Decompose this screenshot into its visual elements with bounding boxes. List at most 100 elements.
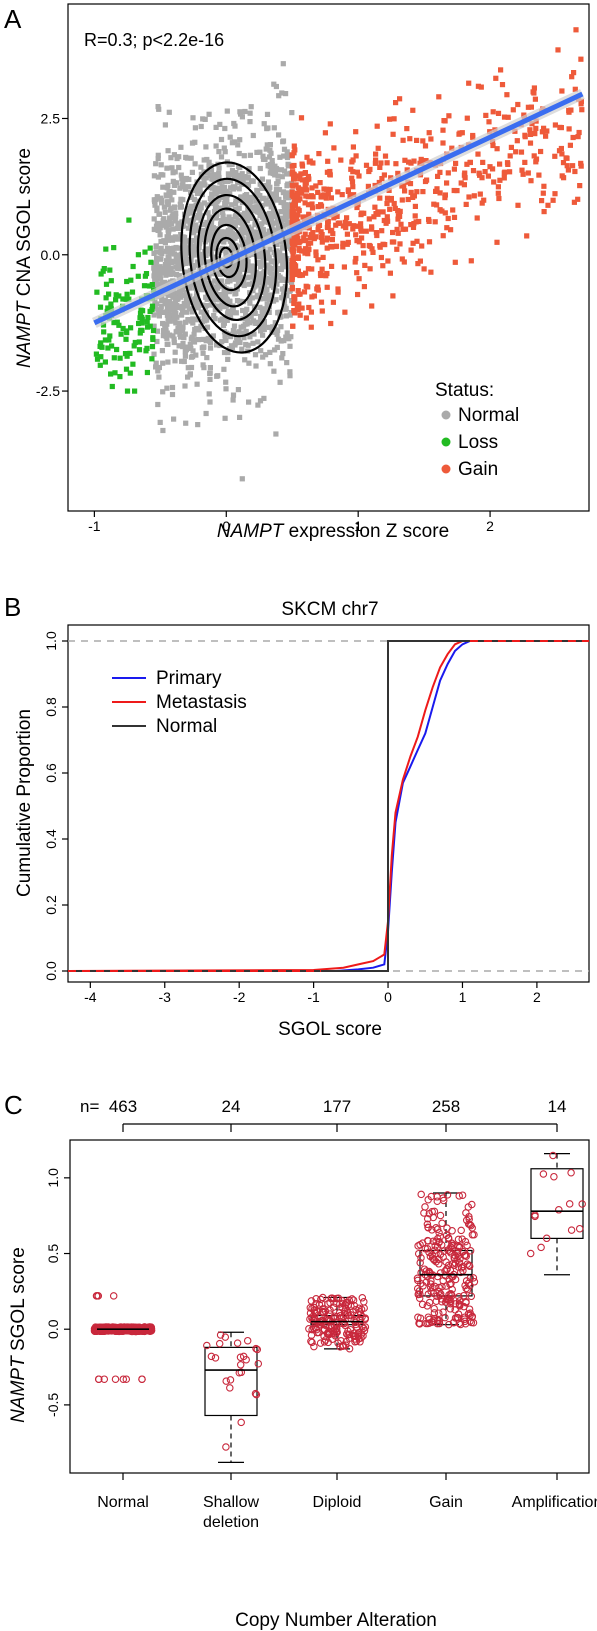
scatter-point — [299, 177, 305, 183]
scatter-point — [347, 193, 353, 199]
scatter-point — [215, 285, 221, 291]
scatter-point — [232, 123, 238, 129]
scatter-point — [295, 212, 301, 218]
scatter-point — [495, 184, 501, 190]
scatter-point — [178, 172, 184, 178]
scatter-point — [297, 186, 303, 192]
x-tick-label: -2 — [233, 989, 246, 1005]
scatter-point — [165, 359, 171, 365]
scatter-point — [521, 112, 527, 118]
scatter-point — [522, 159, 528, 165]
scatter-point — [149, 303, 156, 309]
scatter-point — [290, 248, 296, 254]
scatter-point — [156, 374, 162, 380]
scatter-point — [353, 153, 359, 159]
scatter-point — [501, 175, 507, 181]
scatter-point — [206, 111, 212, 117]
scatter-point — [303, 193, 309, 199]
scatter-point — [313, 249, 319, 255]
scatter-point — [144, 319, 150, 325]
scatter-point — [568, 107, 574, 113]
scatter-point — [531, 153, 537, 159]
scatter-point — [223, 386, 229, 392]
jitter-point — [442, 1258, 450, 1266]
scatter-point — [464, 115, 470, 121]
scatter-point — [256, 280, 262, 286]
scatter-point — [247, 152, 253, 158]
scatter-point — [285, 181, 291, 187]
scatter-point — [178, 144, 184, 150]
scatter-point — [191, 331, 197, 337]
jitter-point — [549, 1151, 557, 1160]
scatter-point — [135, 252, 141, 258]
scatter-point — [233, 310, 239, 316]
scatter-point — [172, 294, 178, 300]
scatter-point — [153, 244, 159, 250]
scatter-point — [353, 129, 359, 135]
scatter-point — [163, 272, 169, 278]
scatter-point — [190, 227, 196, 233]
scatter-point — [170, 301, 176, 307]
scatter-point — [180, 286, 186, 292]
scatter-point — [463, 201, 469, 207]
jitter-point — [111, 1375, 120, 1383]
scatter-point — [181, 223, 187, 229]
scatter-point — [578, 160, 584, 166]
jitter-point — [433, 1292, 441, 1300]
jitter-point — [211, 1354, 220, 1362]
scatter-point — [168, 259, 174, 265]
scatter-point — [345, 188, 351, 194]
scatter-point — [398, 221, 404, 227]
scatter-point — [318, 234, 325, 240]
scatter-point — [193, 325, 199, 332]
scatter-point — [570, 134, 576, 141]
scatter-point — [265, 250, 271, 256]
scatter-point — [296, 245, 302, 251]
scatter-point — [197, 283, 203, 290]
scatter-point — [203, 410, 209, 417]
scatter-point — [286, 274, 292, 280]
scatter-point — [271, 206, 277, 212]
scatter-point — [188, 194, 194, 200]
category-label: deletion — [203, 1514, 259, 1531]
scatter-point — [246, 399, 252, 405]
scatter-point — [371, 214, 377, 220]
scatter-point — [136, 339, 142, 345]
scatter-point — [269, 224, 275, 230]
scatter-point — [238, 324, 244, 330]
scatter-point — [232, 276, 238, 282]
scatter-point — [306, 304, 312, 311]
scatter-point — [434, 202, 440, 208]
scatter-point — [196, 202, 202, 208]
jitter-point — [328, 1329, 336, 1338]
scatter-point — [218, 136, 225, 143]
jitter-point — [445, 1320, 453, 1329]
scatter-point — [180, 308, 186, 314]
scatter-point — [216, 170, 222, 176]
legend-swatch — [441, 437, 451, 447]
scatter-point — [560, 160, 567, 166]
scatter-point — [224, 233, 230, 239]
scatter-point — [162, 209, 168, 215]
scatter-point — [206, 336, 212, 342]
scatter-point — [254, 294, 260, 300]
jitter-point — [361, 1323, 370, 1331]
scatter-point — [191, 339, 198, 345]
scatter-point — [223, 337, 229, 343]
scatter-point — [383, 220, 389, 226]
scatter-point — [223, 249, 229, 255]
scatter-point — [186, 284, 192, 291]
scatter-point — [235, 387, 241, 393]
scatter-point — [578, 163, 584, 169]
scatter-point — [289, 171, 295, 177]
scatter-point — [329, 244, 335, 250]
scatter-point — [257, 398, 264, 404]
scatter-point — [197, 251, 203, 257]
scatter-point — [251, 331, 257, 337]
scatter-point — [169, 197, 175, 203]
scatter-point — [160, 333, 166, 339]
scatter-point — [139, 320, 145, 326]
scatter-point — [246, 212, 252, 218]
scatter-point — [260, 271, 266, 277]
scatter-point — [349, 159, 355, 165]
